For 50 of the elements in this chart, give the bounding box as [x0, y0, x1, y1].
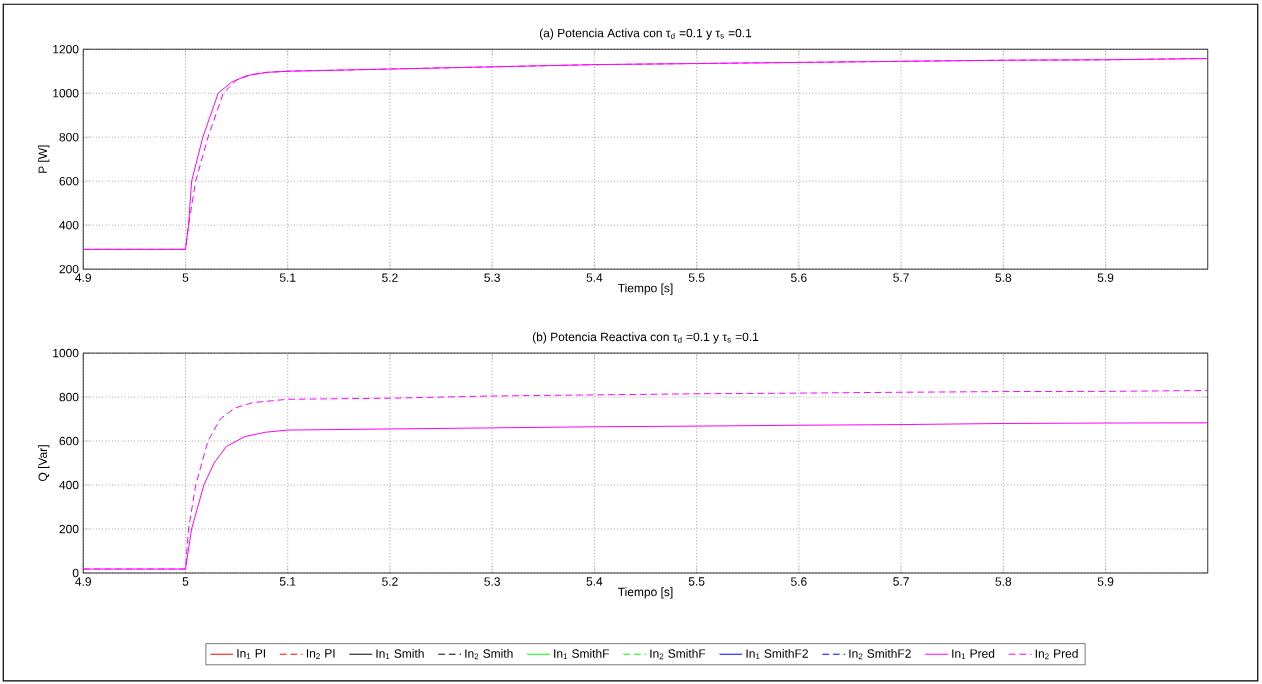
- x-tick-label: 5: [182, 273, 189, 282]
- x-tick-label: 5.2: [382, 273, 398, 282]
- x-tick-label: 5.4: [586, 577, 603, 586]
- y-tick-label: 1200: [53, 44, 79, 54]
- y-tick-label: 1000: [53, 348, 79, 358]
- x-tick-label: 5.8: [995, 577, 1012, 586]
- legend-label: In$_{1}$ PI: [237, 649, 265, 659]
- x-axis-title: Tiempo [s]: [618, 587, 673, 599]
- chart-title: (a) Potencia Activa con τ$_{d}$ =0.1 y τ$_{s}$ =0.1: [539, 28, 752, 40]
- y-tick-label: 0: [72, 568, 79, 578]
- x-tick-label: 5.1: [279, 577, 296, 586]
- legend-label: In$_{1}$ Pred: [952, 648, 995, 659]
- chart-title: (b) Potencia Reactiva con τ$_{d}$ =0.1 y τ$_{s}$ =0.1: [532, 332, 759, 344]
- x-tick-label: 5.2: [382, 577, 398, 586]
- y-tick-label: 200: [59, 264, 79, 274]
- x-axis-title: Tiempo [s]: [618, 283, 673, 295]
- y-tick-label: 400: [59, 220, 79, 230]
- legend-label: In$_{2}$ PI: [306, 649, 335, 659]
- y-tick-label: 800: [59, 392, 79, 402]
- legend-label: In$_{1}$ Smith: [376, 648, 424, 659]
- y-tick-label: 600: [59, 176, 79, 186]
- legend-label: In$_{2}$ Pred: [1035, 648, 1078, 660]
- x-tick-label: 4.9: [75, 273, 92, 282]
- x-tick-label: 5.6: [790, 577, 807, 586]
- x-tick-label: 5.5: [688, 273, 705, 282]
- y-tick-label: 200: [59, 524, 79, 534]
- x-tick-label: 4.9: [75, 577, 92, 586]
- legend-label: In$_{2}$ SmithF2: [849, 648, 911, 660]
- legend-label: In$_{2}$ Smith: [465, 648, 513, 660]
- y-tick-label: 600: [59, 436, 79, 446]
- x-tick-label: 5.9: [1097, 577, 1114, 586]
- y-axis-title: Q [Var]: [38, 445, 50, 481]
- x-tick-label: 5.1: [279, 273, 296, 282]
- x-tick-label: 5: [182, 577, 189, 586]
- legend-label: In$_{1}$ SmithF: [554, 648, 610, 659]
- y-tick-label: 1000: [53, 88, 79, 98]
- legend-label: In$_{1}$ SmithF2: [746, 648, 808, 659]
- x-tick-label: 5.7: [893, 273, 909, 282]
- y-tick-label: 800: [59, 132, 79, 142]
- x-tick-label: 5.6: [790, 273, 807, 282]
- x-tick-label: 5.4: [586, 273, 603, 282]
- x-tick-label: 5.9: [1097, 273, 1114, 282]
- legend-label: In$_{2}$ SmithF: [650, 648, 706, 660]
- y-tick-label: 400: [59, 480, 79, 490]
- y-axis-title: P [W]: [38, 145, 50, 173]
- x-tick-label: 5.3: [484, 273, 500, 282]
- x-tick-label: 5.5: [688, 577, 705, 586]
- x-tick-label: 5.3: [484, 577, 500, 586]
- x-tick-label: 5.7: [893, 577, 909, 586]
- x-tick-label: 5.8: [995, 273, 1012, 282]
